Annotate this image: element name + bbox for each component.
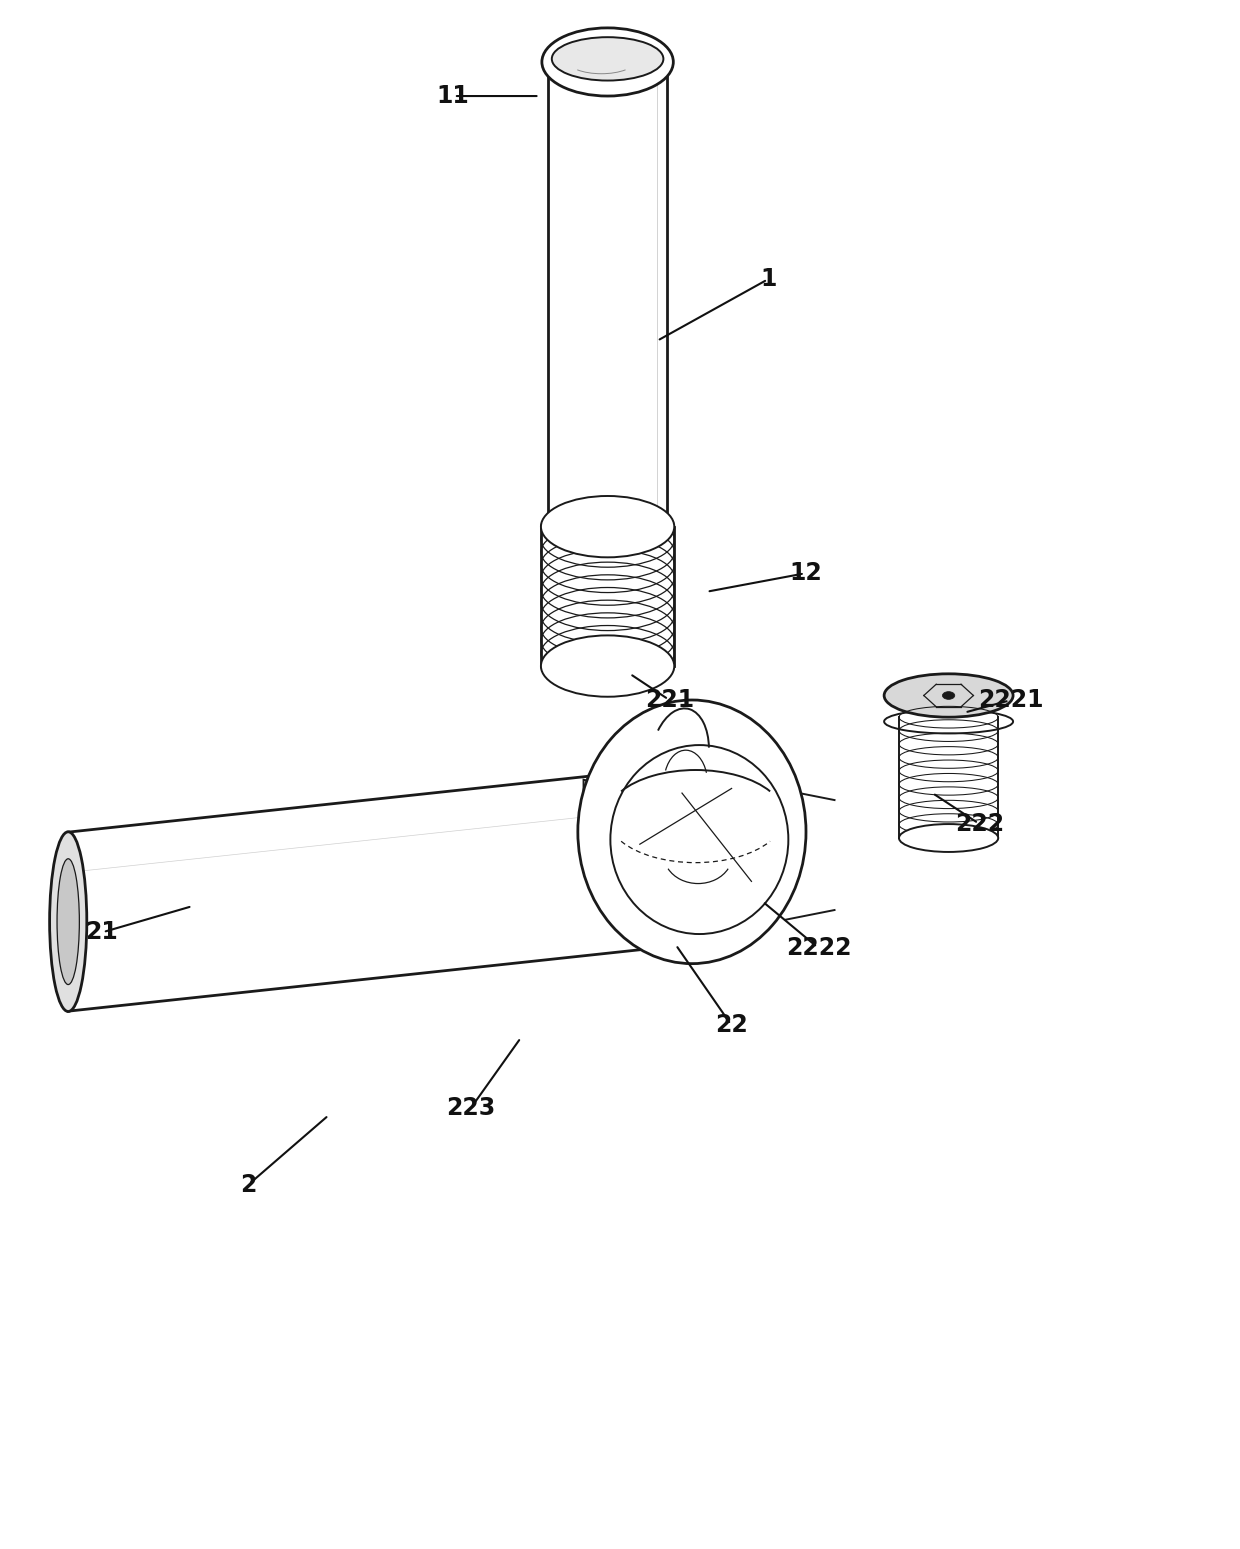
Polygon shape xyxy=(68,765,688,1011)
Polygon shape xyxy=(785,790,835,920)
Text: 22: 22 xyxy=(715,1013,748,1038)
Polygon shape xyxy=(541,527,675,666)
Ellipse shape xyxy=(942,691,955,700)
Text: 222: 222 xyxy=(955,812,1004,836)
Ellipse shape xyxy=(50,832,87,1011)
Ellipse shape xyxy=(884,709,1013,734)
Text: 2: 2 xyxy=(239,1173,257,1197)
Ellipse shape xyxy=(552,37,663,81)
Text: 221: 221 xyxy=(645,688,694,713)
Ellipse shape xyxy=(57,858,79,985)
Ellipse shape xyxy=(884,674,1013,717)
Ellipse shape xyxy=(899,824,998,852)
Polygon shape xyxy=(899,717,998,838)
Text: 21: 21 xyxy=(86,920,118,945)
Text: 2221: 2221 xyxy=(978,688,1043,713)
Ellipse shape xyxy=(541,496,675,558)
Polygon shape xyxy=(584,779,624,875)
Text: 2222: 2222 xyxy=(786,936,851,960)
Ellipse shape xyxy=(541,635,675,697)
Text: 1: 1 xyxy=(760,266,777,291)
Polygon shape xyxy=(548,62,667,527)
Text: 11: 11 xyxy=(436,84,469,108)
Ellipse shape xyxy=(548,505,667,548)
Text: 223: 223 xyxy=(446,1095,496,1120)
Ellipse shape xyxy=(542,28,673,96)
Ellipse shape xyxy=(578,700,806,963)
Ellipse shape xyxy=(610,745,789,934)
Text: 12: 12 xyxy=(790,561,822,586)
